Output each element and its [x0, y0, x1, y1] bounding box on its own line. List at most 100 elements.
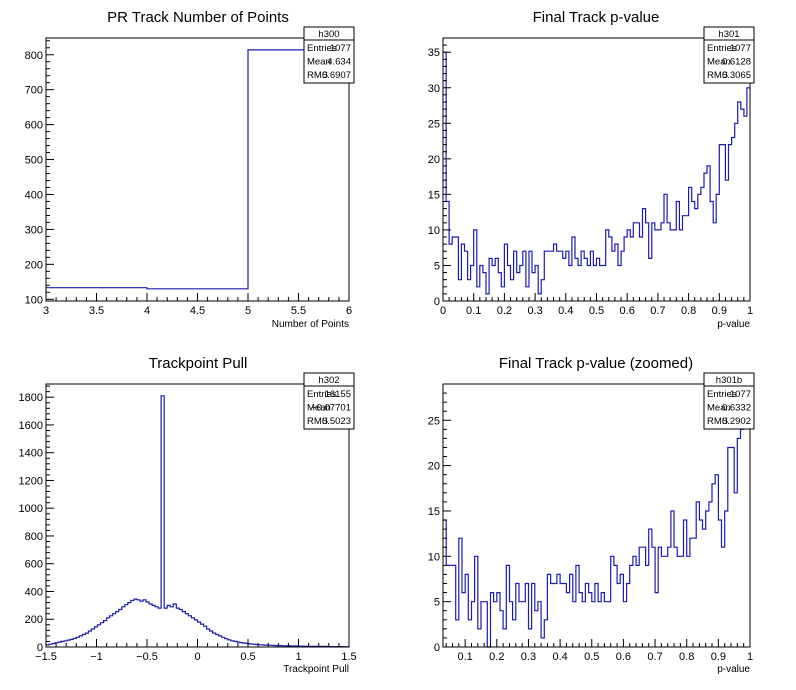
y-tick-label: 5	[434, 597, 440, 609]
stats-row-value: 4.634	[327, 57, 351, 68]
x-tick-label: 0.2	[489, 651, 504, 663]
stats-row-value: 1077	[730, 389, 751, 400]
stats-row-value: 0.6332	[722, 403, 751, 414]
x-tick-label: 0	[440, 305, 446, 317]
chart-title: Final Track p-value	[533, 9, 660, 26]
y-tick-label: 20	[428, 154, 440, 166]
x-axis-label: Trackpoint Pull	[283, 664, 349, 675]
x-tick-label: 0.3	[521, 651, 536, 663]
panel-pr-track-points: PR Track Number of Points 3 3.5 4 4.5 5 5.5 6 10…	[25, 9, 355, 330]
stats-row-label: RMS	[707, 70, 728, 81]
y-tick-label: 500	[25, 155, 43, 167]
stats-row-value: 0.5023	[322, 416, 351, 427]
y-tick-label: 800	[25, 531, 43, 543]
y-tick-label: 35	[428, 47, 440, 59]
stats-box-name: h300	[318, 29, 339, 40]
stats-box-name: h302	[318, 375, 339, 386]
stats-row-value: 0.3065	[722, 70, 751, 81]
y-tick-label: 400	[25, 586, 43, 598]
y-tick-label: 600	[25, 120, 43, 132]
x-tick-label: 0.5	[240, 651, 255, 663]
x-tick-label: 1	[295, 651, 301, 663]
x-tick-label: 4	[144, 305, 150, 317]
x-tick-label: 0.4	[552, 651, 567, 663]
stats-row-label: Mean	[307, 57, 331, 68]
stats-row-value: 0.2902	[722, 416, 751, 427]
x-tick-label: 5.5	[291, 305, 306, 317]
y-tick-label: 0	[434, 296, 440, 308]
x-tick-label: 0.7	[650, 305, 665, 317]
x-tick-label: 6	[346, 305, 352, 317]
y-tick-label: 10	[428, 551, 440, 563]
y-tick-label: 1400	[19, 448, 43, 460]
y-tick-label: 15	[428, 506, 440, 518]
x-tick-label: 1	[747, 305, 753, 317]
x-tick-label: 0.8	[681, 305, 696, 317]
chart-title: Final Track p-value (zoomed)	[499, 355, 693, 372]
stats-row-value: 0.6907	[322, 70, 351, 81]
y-tick-label: 800	[25, 50, 43, 62]
x-tick-label: 0.2	[497, 305, 512, 317]
y-tick-label: 600	[25, 559, 43, 571]
stats-row-value: 0.6128	[722, 57, 751, 68]
x-tick-label: 0.5	[584, 651, 599, 663]
stats-box-name: h301b	[716, 375, 742, 386]
x-tick-label: 0	[194, 651, 200, 663]
x-tick-label: 0.1	[466, 305, 481, 317]
x-tick-label: −1.5	[35, 651, 57, 663]
stats-row-label: Mean	[707, 403, 731, 414]
panel-trackpoint-pull: Trackpoint Pull −1.5 −1 −0.5 0 0.5 1 1.5 0 200 400…	[19, 355, 357, 675]
y-tick-label: 1200	[19, 475, 43, 487]
y-tick-label: 10	[428, 225, 440, 237]
x-axis-label: p-value	[717, 664, 750, 675]
histogram-series	[443, 401, 750, 648]
x-axis-label: p-value	[717, 319, 750, 330]
y-tick-label: 1000	[19, 503, 43, 515]
y-tick-label: 25	[428, 415, 440, 427]
x-axis-label: Number of Points	[272, 319, 349, 330]
histogram-series	[443, 51, 750, 295]
y-tick-label: 1600	[19, 420, 43, 432]
plot-frame	[442, 383, 751, 648]
stats-row-label: Entries	[307, 389, 337, 400]
x-tick-label: 0.1	[458, 651, 473, 663]
stats-row-label: Mean	[307, 403, 331, 414]
y-tick-label: 700	[25, 85, 43, 97]
x-tick-label: 0.7	[647, 651, 662, 663]
x-tick-label: 0.4	[558, 305, 573, 317]
stats-row-label: Entries	[707, 43, 737, 54]
x-tick-label: 0.3	[527, 305, 542, 317]
x-tick-label: −0.5	[136, 651, 158, 663]
y-tick-label: 15	[428, 189, 440, 201]
x-tick-label: −1	[90, 651, 103, 663]
stats-row-label: Mean	[707, 57, 731, 68]
stats-row-value: 16155	[325, 389, 351, 400]
panel-final-pvalue: Final Track p-value 0 0.1 0.2 0.3 0.4 0.5 0.6 0.…	[428, 9, 755, 330]
stats-row-label: Entries	[707, 389, 737, 400]
x-tick-label: 0.8	[679, 651, 694, 663]
x-tick-label: 0.9	[712, 305, 727, 317]
stats-row-label: RMS	[707, 416, 728, 427]
x-tick-label: 0.6	[620, 305, 635, 317]
y-tick-label: 5	[434, 260, 440, 272]
x-tick-label: 1.5	[341, 651, 356, 663]
y-tick-label: 300	[25, 224, 43, 236]
x-tick-label: 0.6	[616, 651, 631, 663]
stats-row-value: −0.07701	[311, 403, 351, 414]
y-tick-label: 20	[428, 461, 440, 473]
x-tick-label: 1	[747, 651, 753, 663]
y-tick-label: 0	[434, 642, 440, 654]
x-tick-label: 3	[43, 305, 49, 317]
histogram-series	[46, 395, 349, 648]
stats-row-label: RMS	[307, 416, 328, 427]
y-tick-label: 0	[37, 642, 43, 654]
stats-row-value: 1077	[730, 43, 751, 54]
panel-final-pvalue-zoomed: Final Track p-value (zoomed) 0.1 0.2 0.3 0.4…	[428, 355, 755, 675]
x-tick-label: 0.5	[589, 305, 604, 317]
